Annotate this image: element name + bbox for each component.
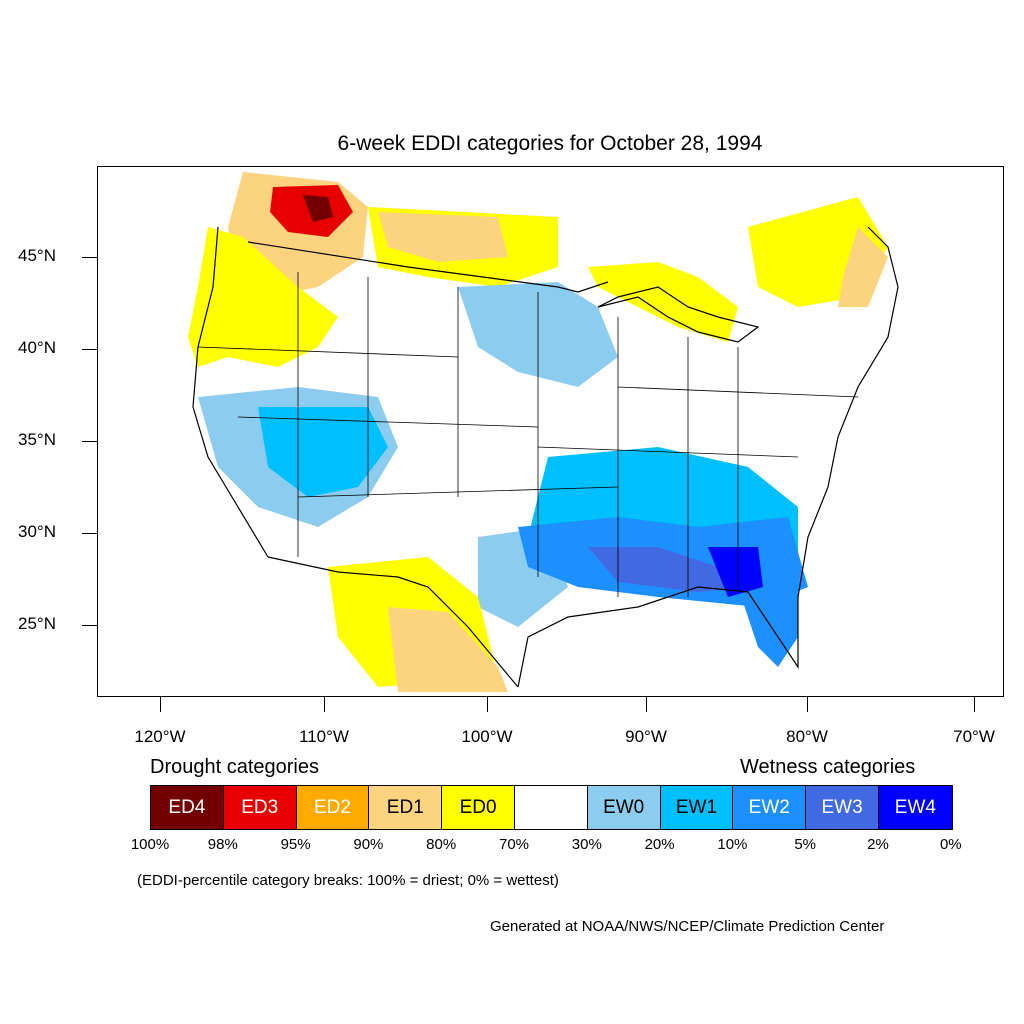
lon-label-80: 80°W [786,727,828,746]
lat-tick [82,625,97,626]
legend-box-ew2: EW2 [733,786,807,829]
lat-tick [82,257,97,258]
state-lines [197,272,859,597]
legend-box-ed3: ED3 [223,786,297,829]
lat-label-45: 45°N [18,246,56,265]
legend-box-neutral [514,786,588,829]
lon-label-110: 110°W [299,727,349,746]
break-label: 10% [717,836,748,853]
region-ed0-northwest [188,227,338,367]
great-lakes [597,286,760,343]
region-ew4-panhandle [708,547,763,597]
lat-tick [82,349,97,350]
border-us-canada [247,241,609,293]
lon-tick [807,697,808,712]
lat-label-40: 40°N [18,338,56,357]
lon-tick [487,697,488,712]
region-ed0-great-lakes [588,262,738,342]
drought-categories-heading: Drought categories [150,756,319,778]
legend-box-ed2: ED2 [296,786,370,829]
legend-box-ew1: EW1 [660,786,734,829]
lon-tick [324,697,325,712]
break-label: 95% [280,836,311,853]
break-label: 5% [794,836,817,853]
region-ed1-maine [838,227,888,307]
lon-tick [974,697,975,712]
wetness-categories-heading: Wetness categories [740,756,916,778]
break-label: 30% [571,836,602,853]
lat-label-35: 35°N [18,430,56,449]
map-canvas [188,172,899,692]
region-ed4-northwest [303,195,333,222]
lat-tick [82,533,97,534]
category-legend: ED4 ED3 ED2 ED1 ED0 EW0 EW1 EW2 EW3 EW4 [150,785,953,830]
lon-label-70: 70°W [953,727,995,746]
coast-east [797,226,899,598]
region-ew2-florida [738,587,798,667]
legend-box-ed0: ED0 [442,786,515,829]
legend-box-ew3: EW3 [806,786,879,829]
lon-tick [160,697,161,712]
region-ed1-mexico [388,607,508,692]
region-ew1-southwest [258,407,388,497]
lon-label-90: 90°W [625,727,667,746]
lon-tick [646,697,647,712]
break-label: 2% [867,836,889,853]
credit-line: Generated at NOAA/NWS/NCEP/Climate Predi… [490,918,885,935]
lat-tick [82,441,97,442]
map-title: 6-week EDDI categories for October 28, 1… [337,132,763,155]
break-label: 80% [426,836,457,853]
coast-gulf [517,586,799,688]
legend-box-ed4: ED4 [151,786,224,829]
break-label: 90% [353,836,384,853]
eddi-map [97,166,1004,697]
break-label: 20% [644,836,675,853]
region-ew3-gulf-coast [588,547,748,592]
legend-box-ew0: EW0 [587,786,661,829]
lon-label-100: 100°W [461,727,513,746]
lat-label-25: 25°N [18,614,56,633]
border-us-mexico [267,556,519,688]
lat-label-30: 30°N [18,522,56,541]
legend-note: (EDDI-percentile category breaks: 100% =… [137,872,559,889]
break-label: 100% [130,836,170,853]
region-ed1-north-plains [378,212,508,262]
legend-box-ed1: ED1 [369,786,443,829]
break-label: 0% [939,836,962,853]
break-label: 70% [498,836,530,853]
lon-label-120: 120°W [134,727,186,746]
coast-west [192,226,269,558]
legend-box-ew4: EW4 [878,786,952,829]
break-label: 98% [207,836,238,853]
